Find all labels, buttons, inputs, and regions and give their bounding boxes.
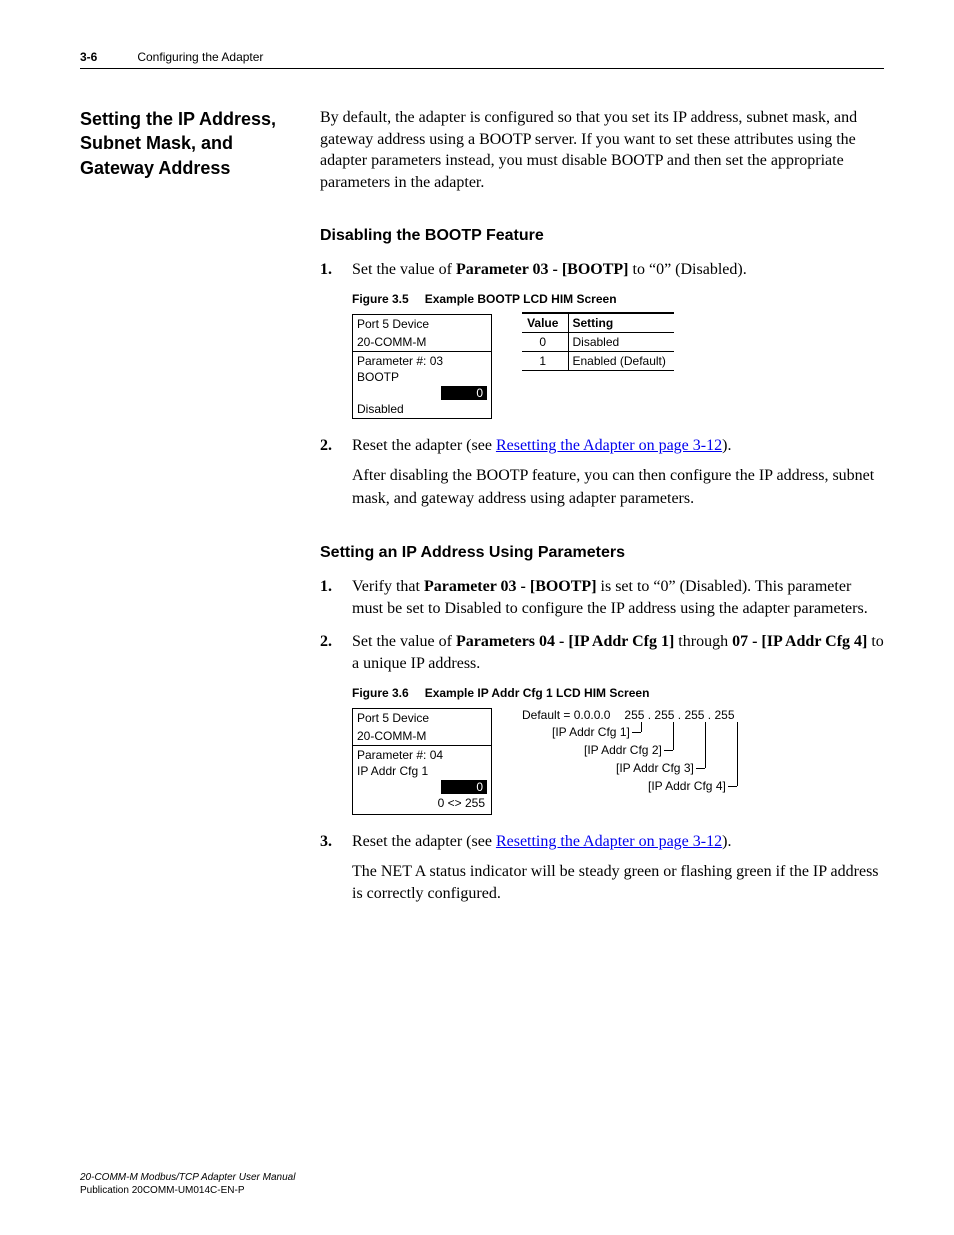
lcd-line: IP Addr Cfg 1	[353, 764, 491, 780]
lcd-screen-ip: Port 5 Device 20-COMM-M Parameter #: 04 …	[352, 708, 492, 815]
step-number: 2.	[320, 631, 338, 676]
intro-paragraph: By default, the adapter is configured so…	[320, 107, 884, 193]
step-number: 3.	[320, 831, 338, 853]
list-item: 2. Set the value of Parameters 04 - [IP …	[320, 631, 884, 676]
content-columns: Setting the IP Address, Subnet Mask, and…	[80, 107, 884, 914]
step-text: Set the value of Parameter 03 - [BOOTP] …	[352, 259, 747, 281]
lcd-value-row: 0	[353, 386, 491, 400]
lcd-range: 0 <> 255	[353, 794, 491, 814]
step-text: Verify that Parameter 03 - [BOOTP] is se…	[352, 576, 884, 621]
step-text: Reset the adapter (see Resetting the Ada…	[352, 831, 731, 853]
lcd-line: 20-COMM-M	[353, 727, 491, 745]
step-number: 2.	[320, 435, 338, 457]
ip-cfg-label: [IP Addr Cfg 2]	[584, 743, 662, 757]
reset-adapter-link[interactable]: Resetting the Adapter on page 3-12	[496, 437, 722, 454]
after-paragraph: After disabling the BOOTP feature, you c…	[352, 465, 884, 510]
lcd-line: Parameter #: 04	[353, 746, 491, 764]
lcd-line: BOOTP	[353, 370, 491, 386]
lcd-value: 0	[441, 780, 487, 794]
lcd-value: 0	[441, 386, 487, 400]
figure-caption: Figure 3.5Example BOOTP LCD HIM Screen	[352, 292, 884, 306]
ip-octet-diagram: Default = 0.0.0.0 255 . 255 . 255 . 255 …	[522, 708, 792, 802]
right-column: By default, the adapter is configured so…	[320, 107, 884, 914]
subheading-bootp: Disabling the BOOTP Feature	[320, 227, 884, 245]
table-row: 1 Enabled (Default)	[522, 351, 674, 370]
step-text: Set the value of Parameters 04 - [IP Add…	[352, 631, 884, 676]
step-number: 1.	[320, 259, 338, 281]
figure-3-5: Port 5 Device 20-COMM-M Parameter #: 03 …	[352, 314, 884, 419]
after-paragraph: The NET A status indicator will be stead…	[352, 861, 884, 906]
lcd-screen-bootp: Port 5 Device 20-COMM-M Parameter #: 03 …	[352, 314, 492, 419]
list-item: 3. Reset the adapter (see Resetting the …	[320, 831, 884, 853]
ip-cfg-label: [IP Addr Cfg 4]	[648, 779, 726, 793]
subheading-ip: Setting an IP Address Using Parameters	[320, 544, 884, 562]
lcd-value-row: 0	[353, 780, 491, 794]
lcd-line: Disabled	[353, 400, 491, 418]
figure-caption: Figure 3.6Example IP Addr Cfg 1 LCD HIM …	[352, 686, 884, 700]
ip-cfg-label: [IP Addr Cfg 1]	[552, 725, 630, 739]
page-number: 3-6	[80, 50, 97, 64]
page-header: 3-6 Configuring the Adapter	[80, 50, 884, 69]
octet-values: 255 . 255 . 255 . 255	[624, 708, 734, 722]
section-heading: Setting the IP Address, Subnet Mask, and…	[80, 107, 290, 180]
lcd-line: Port 5 Device	[353, 709, 491, 727]
footer-title: 20-COMM-M Modbus/TCP Adapter User Manual	[80, 1171, 295, 1184]
list-item: 2. Reset the adapter (see Resetting the …	[320, 435, 884, 457]
step-text: Reset the adapter (see Resetting the Ada…	[352, 435, 731, 457]
table-header: Value	[522, 313, 568, 333]
figure-3-6: Port 5 Device 20-COMM-M Parameter #: 04 …	[352, 708, 884, 815]
ip-cfg-label: [IP Addr Cfg 3]	[616, 761, 694, 775]
lcd-line: Parameter #: 03	[353, 352, 491, 370]
table-header: Setting	[568, 313, 674, 333]
lcd-line: 20-COMM-M	[353, 333, 491, 351]
step-number: 1.	[320, 576, 338, 621]
default-label: Default = 0.0.0.0	[522, 708, 610, 722]
footer-publication: Publication 20COMM-UM014C-EN-P	[80, 1184, 295, 1197]
reset-adapter-link[interactable]: Resetting the Adapter on page 3-12	[496, 833, 722, 850]
list-item: 1. Verify that Parameter 03 - [BOOTP] is…	[320, 576, 884, 621]
page-footer: 20-COMM-M Modbus/TCP Adapter User Manual…	[80, 1171, 295, 1197]
list-item: 1. Set the value of Parameter 03 - [BOOT…	[320, 259, 884, 281]
left-column: Setting the IP Address, Subnet Mask, and…	[80, 107, 290, 914]
table-row: 0 Disabled	[522, 332, 674, 351]
chapter-title: Configuring the Adapter	[137, 50, 263, 64]
value-setting-table: Value Setting 0 Disabled 1 Enabled (Defa…	[522, 312, 674, 371]
lcd-line: Port 5 Device	[353, 315, 491, 333]
